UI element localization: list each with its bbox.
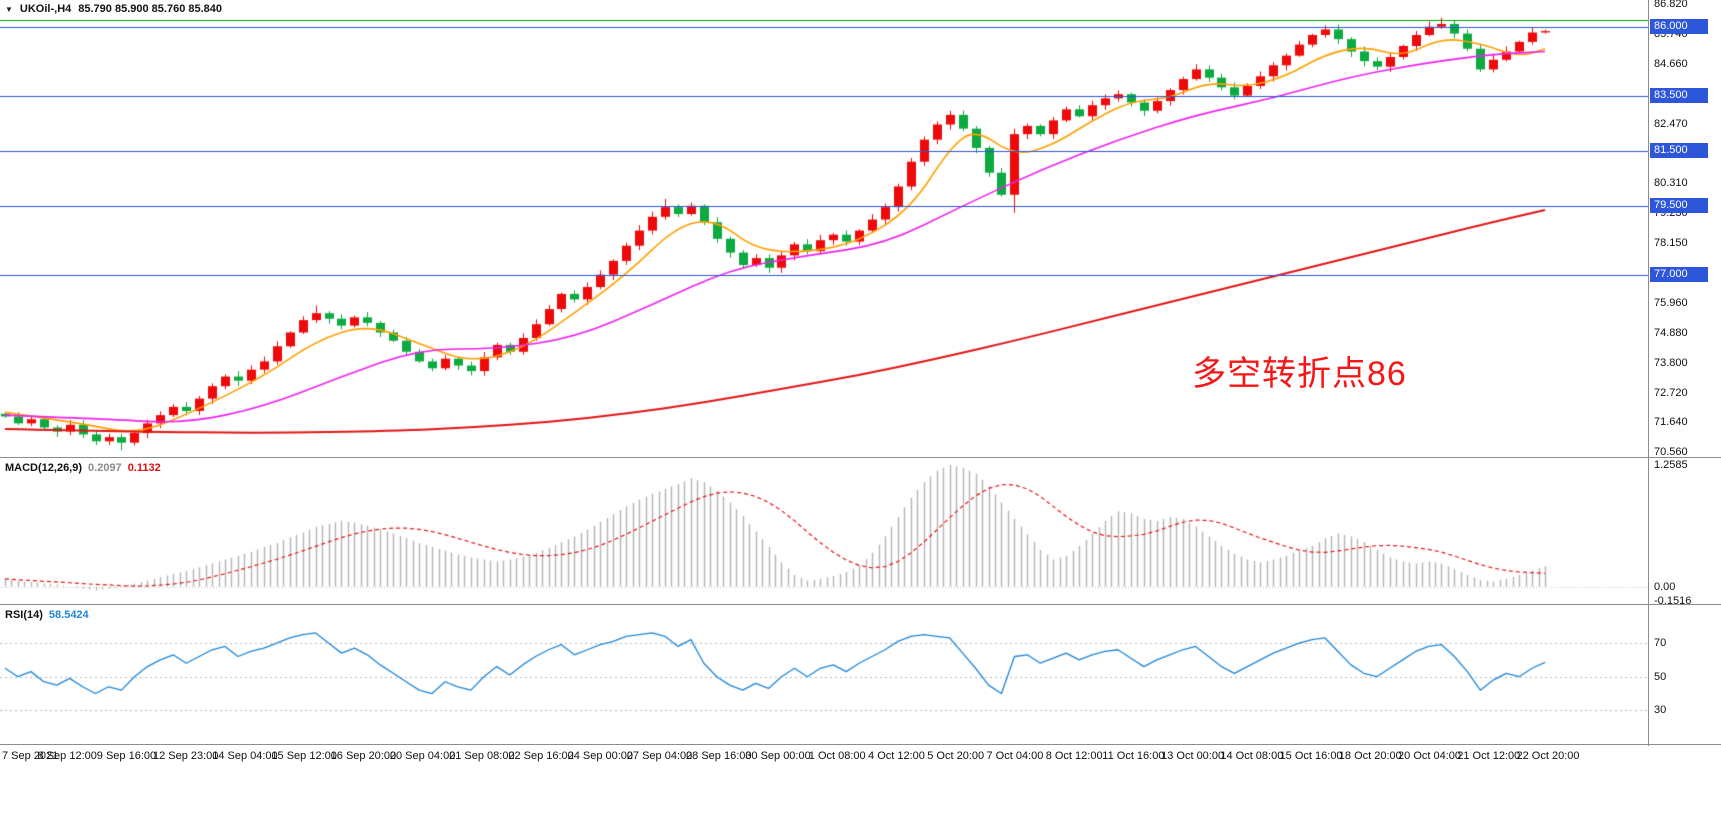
time-axis-label: 12 Sep 23:00 xyxy=(152,750,219,762)
macd-signal-value: 0.1132 xyxy=(127,462,161,474)
time-axis-label: 21 Oct 12:00 xyxy=(1457,750,1521,762)
price-chart-canvas[interactable] xyxy=(0,0,1648,457)
chart-title: ▼ UKOil-,H4 85.790 85.900 85.760 85.840 xyxy=(5,3,222,15)
time-axis-label: 28 Sep 16:00 xyxy=(686,750,752,762)
rsi-name: RSI(14) xyxy=(5,609,43,621)
symbol-timeframe-label: UKOil-,H4 xyxy=(19,3,72,15)
price-axis[interactable]: 86.82085.74084.66083.58082.47081.39080.3… xyxy=(1648,0,1721,746)
time-axis-label: 13 Oct 00:00 xyxy=(1161,750,1225,762)
macd-axis-tick: -0.1516 xyxy=(1654,595,1692,608)
time-axis[interactable]: 7 Sep 2021 8 Sep 12:00 9 Sep 16:00 12 Sep 2… xyxy=(0,746,1721,766)
macd-axis-tick: 1.2585 xyxy=(1654,458,1688,471)
macd-indicator-label: MACD(12,26,9) 0.2097 0.1132 xyxy=(5,462,161,474)
time-axis-label: 22 Oct 20:00 xyxy=(1516,750,1580,762)
price-level-badge: 86.000 xyxy=(1650,19,1708,35)
price-tick: 86.820 xyxy=(1654,0,1688,11)
time-axis-label: 15 Oct 16:00 xyxy=(1279,750,1343,762)
time-axis-label: 5 Oct 20:00 xyxy=(927,750,985,762)
price-tick: 74.880 xyxy=(1654,327,1688,340)
macd-axis-tick: 0.00 xyxy=(1654,580,1676,593)
time-axis-label: 11 Oct 16:00 xyxy=(1102,750,1165,762)
time-axis-label: 8 Sep 12:00 xyxy=(37,750,97,762)
rsi-axis-tick: 70 xyxy=(1654,637,1667,650)
time-axis-label: 30 Sep 00:00 xyxy=(745,750,811,762)
price-tick: 72.720 xyxy=(1654,386,1688,399)
symbol-dropdown-icon[interactable]: ▼ xyxy=(5,4,13,14)
price-tick: 75.960 xyxy=(1654,297,1688,310)
time-axis-label: 7 Oct 04:00 xyxy=(986,750,1044,762)
time-axis-label: 24 Sep 00:00 xyxy=(567,750,634,762)
price-level-badge: 83.500 xyxy=(1650,88,1708,104)
rsi-axis-tick: 50 xyxy=(1654,670,1667,683)
time-axis-label: 7 Sep 2021 xyxy=(2,750,59,762)
price-level-badge: 79.500 xyxy=(1650,198,1708,214)
macd-panel-canvas[interactable] xyxy=(0,459,1648,604)
time-axis-label: 22 Sep 16:00 xyxy=(508,750,574,762)
ohlc-values: 85.790 85.900 85.760 85.840 xyxy=(78,3,223,15)
rsi-panel-canvas[interactable] xyxy=(0,606,1648,744)
time-axis-label: 21 Sep 08:00 xyxy=(449,750,515,762)
price-tick: 73.800 xyxy=(1654,356,1688,369)
time-axis-label: 18 Oct 20:00 xyxy=(1338,750,1402,762)
price-level-badge: 77.000 xyxy=(1650,267,1708,283)
time-axis-label: 4 Oct 12:00 xyxy=(868,750,925,762)
time-axis-label: 9 Sep 16:00 xyxy=(96,750,157,762)
panel-separator-rsi-timeaxis[interactable] xyxy=(0,744,1721,745)
macd-name: MACD(12,26,9) xyxy=(5,462,83,474)
time-axis-label: 1 Oct 08:00 xyxy=(808,750,866,762)
price-tick: 82.470 xyxy=(1654,117,1688,130)
time-axis-label: 15 Sep 12:00 xyxy=(271,750,337,762)
time-axis-label: 14 Sep 04:00 xyxy=(212,750,278,762)
time-axis-label: 16 Sep 20:00 xyxy=(330,750,397,762)
panel-separator-main-macd[interactable] xyxy=(0,457,1721,458)
rsi-axis-tick: 30 xyxy=(1654,704,1667,717)
time-axis-label: 8 Oct 12:00 xyxy=(1045,750,1103,762)
price-tick: 80.310 xyxy=(1654,177,1688,190)
bottom-whitespace xyxy=(0,766,1721,839)
rsi-value: 58.5424 xyxy=(48,609,89,621)
price-tick: 84.660 xyxy=(1654,57,1688,70)
time-axis-label: 14 Oct 08:00 xyxy=(1220,750,1284,762)
annotation-text: 多空转折点86 xyxy=(1192,355,1407,393)
time-axis-label: 20 Oct 04:00 xyxy=(1398,750,1462,762)
time-axis-label: 27 Sep 04:00 xyxy=(626,750,693,762)
rsi-indicator-label: RSI(14) 58.5424 xyxy=(5,609,89,621)
price-tick: 71.640 xyxy=(1654,416,1688,429)
time-axis-label: 20 Sep 04:00 xyxy=(389,750,456,762)
price-tick: 70.560 xyxy=(1654,446,1688,459)
price-level-badge: 81.500 xyxy=(1650,143,1708,159)
panel-separator-macd-rsi[interactable] xyxy=(0,604,1721,605)
price-tick: 78.150 xyxy=(1654,236,1688,249)
macd-main-value: 0.2097 xyxy=(88,462,122,474)
